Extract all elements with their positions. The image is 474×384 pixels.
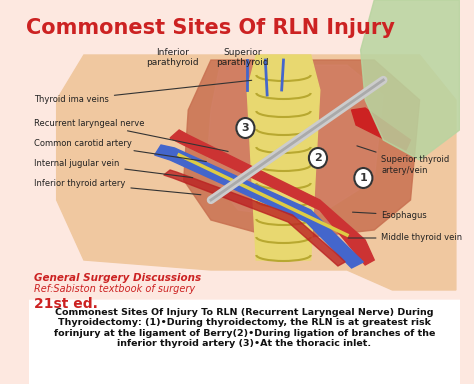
Polygon shape (164, 170, 345, 266)
Polygon shape (170, 130, 374, 265)
Text: 1: 1 (359, 173, 367, 183)
Text: Inferior thyroid artery: Inferior thyroid artery (34, 179, 201, 195)
Circle shape (237, 118, 255, 138)
Text: Thyroid ima veins: Thyroid ima veins (34, 80, 252, 104)
Text: 2: 2 (314, 153, 322, 163)
Text: Commonest Sites Of RLN Injury: Commonest Sites Of RLN Injury (27, 18, 395, 38)
Circle shape (354, 168, 373, 188)
Text: Ref:Sabiston textbook of surgery: Ref:Sabiston textbook of surgery (34, 284, 195, 294)
Text: 21st ed.: 21st ed. (34, 297, 98, 311)
Polygon shape (155, 145, 364, 268)
Polygon shape (361, 0, 459, 160)
Bar (29, 300, 459, 384)
Text: General Surgery Discussions: General Surgery Discussions (34, 273, 201, 283)
Polygon shape (352, 108, 410, 150)
Text: Superior thyroid
artery/vein: Superior thyroid artery/vein (357, 146, 450, 175)
Polygon shape (206, 65, 383, 220)
Text: Inferior
parathyroid: Inferior parathyroid (146, 48, 199, 68)
Text: Common carotid artery: Common carotid artery (34, 139, 206, 162)
Text: Middle thyroid vein: Middle thyroid vein (348, 233, 463, 243)
Text: Commonest Sites Of Injury To RLN (Recurrent Laryngeal Nerve) During
Thyroidectom: Commonest Sites Of Injury To RLN (Recurr… (54, 308, 435, 348)
Text: 3: 3 (242, 123, 249, 133)
Polygon shape (184, 60, 419, 240)
Text: Internal jugular vein: Internal jugular vein (34, 159, 193, 178)
Polygon shape (247, 55, 320, 260)
Circle shape (309, 148, 327, 168)
Text: Superior
parathyroid: Superior parathyroid (216, 48, 269, 68)
Text: Recurrent laryngeal nerve: Recurrent laryngeal nerve (34, 119, 228, 151)
Text: Esophagus: Esophagus (353, 210, 427, 220)
Polygon shape (57, 55, 456, 290)
